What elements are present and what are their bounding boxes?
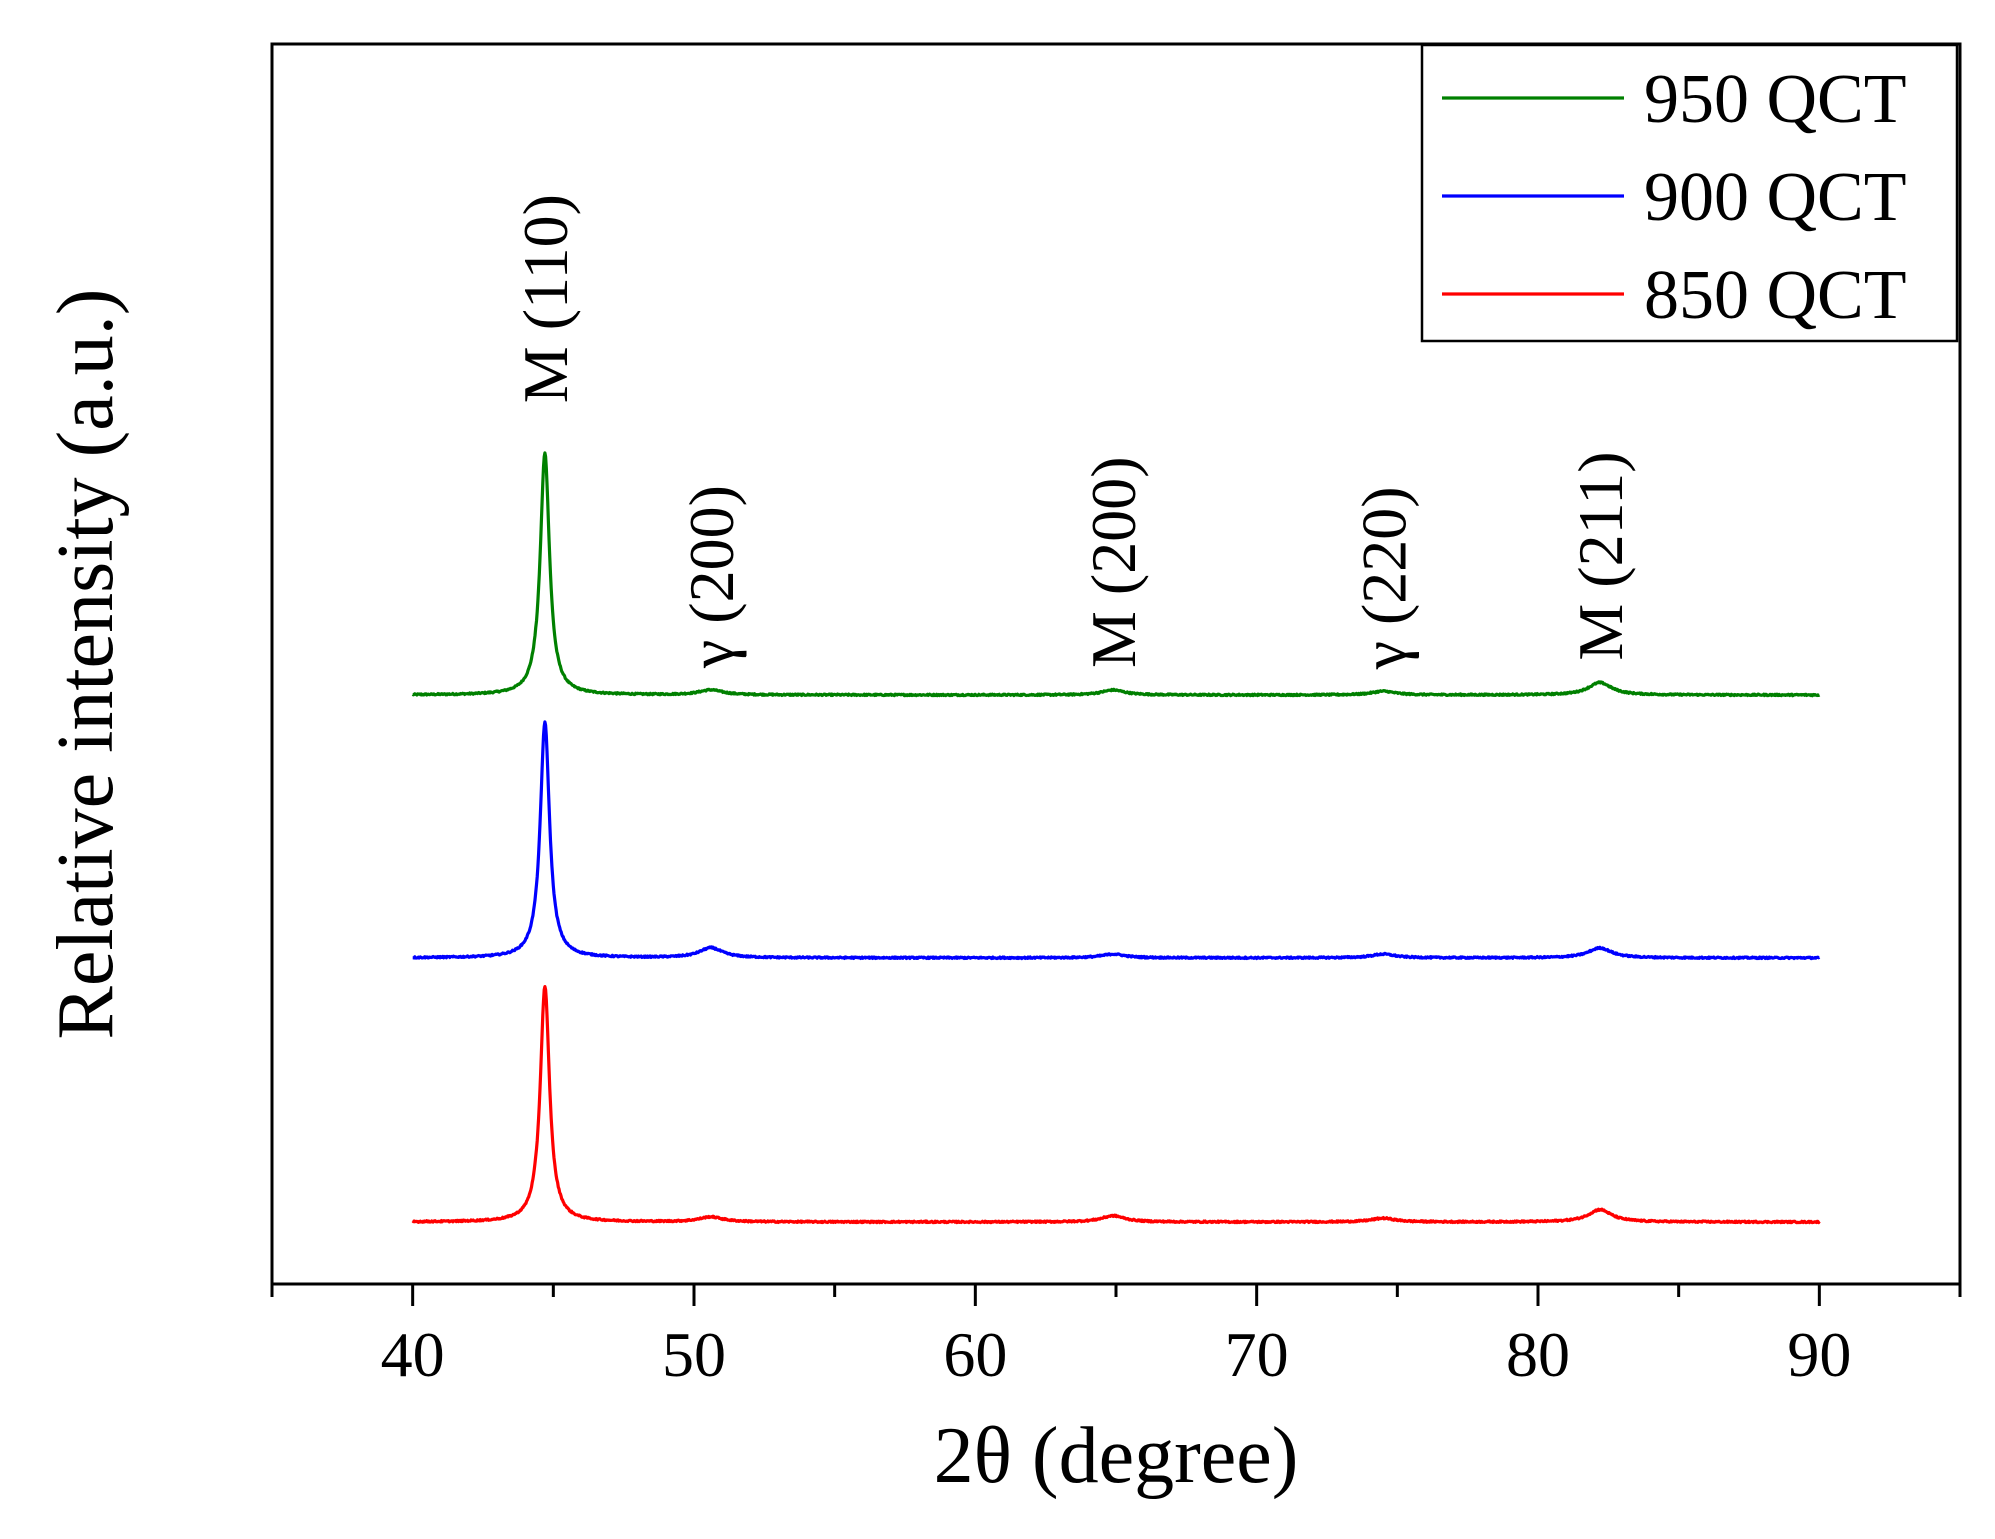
legend: 950 QCT 900 QCT 850 QCT	[1420, 43, 1959, 343]
series-line-950-qct	[411, 451, 1821, 698]
peak-label: γ (200)	[676, 485, 747, 669]
peak-label: M (200)	[1078, 456, 1149, 668]
series-line-900-qct	[411, 720, 1821, 961]
peak-label: M (211)	[1565, 451, 1636, 660]
series-line-850-qct	[411, 985, 1821, 1225]
x-tick-label: 40	[381, 1319, 445, 1390]
legend-label: 950 QCT	[1644, 61, 1907, 138]
legend-box	[1420, 43, 1959, 343]
x-tick-label: 60	[943, 1319, 1007, 1390]
peak-label: M (110)	[510, 194, 581, 403]
x-ticks: 40 50 60 70 80 90	[270, 1284, 1962, 1390]
legend-label: 900 QCT	[1644, 159, 1907, 236]
y-axis-title: Relative intensity (a.u.)	[42, 289, 130, 1040]
peak-label: γ (220)	[1348, 486, 1419, 670]
x-tick-label: 70	[1225, 1319, 1289, 1390]
x-tick-label: 80	[1506, 1319, 1570, 1390]
x-tick-label: 50	[662, 1319, 726, 1390]
series-layer	[411, 451, 1821, 1225]
x-tick-label: 90	[1787, 1319, 1851, 1390]
legend-label: 850 QCT	[1644, 257, 1907, 334]
x-axis-title: 2θ (degree)	[934, 1412, 1299, 1500]
peak-annotations: M (110) γ (200) M (200) γ (220) M (211)	[510, 194, 1636, 670]
